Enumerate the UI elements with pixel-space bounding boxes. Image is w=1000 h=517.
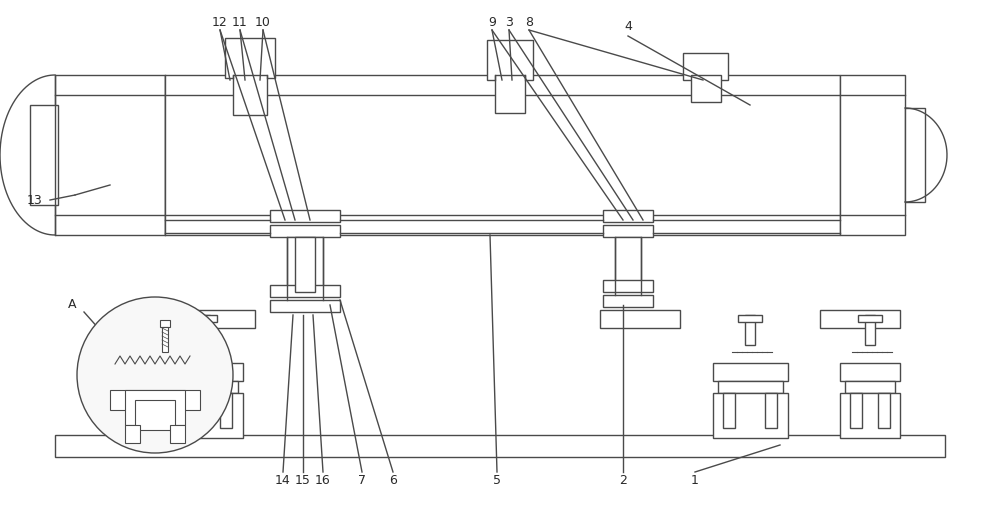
- Text: 4: 4: [624, 21, 632, 34]
- Bar: [287, 237, 323, 292]
- Bar: [845, 381, 895, 393]
- Bar: [487, 40, 533, 80]
- Bar: [178, 393, 190, 428]
- Bar: [683, 53, 728, 80]
- Bar: [200, 315, 210, 345]
- Circle shape: [77, 297, 233, 453]
- Bar: [173, 381, 238, 393]
- Bar: [168, 363, 243, 381]
- Bar: [713, 393, 788, 438]
- Bar: [225, 38, 275, 78]
- Bar: [270, 210, 340, 222]
- Bar: [603, 210, 653, 222]
- Text: 16: 16: [315, 474, 331, 486]
- Text: 7: 7: [358, 474, 366, 486]
- Bar: [718, 381, 783, 393]
- Bar: [840, 75, 905, 235]
- Bar: [270, 225, 340, 237]
- Bar: [165, 310, 255, 328]
- Bar: [193, 315, 217, 322]
- Text: 1: 1: [691, 474, 699, 486]
- Bar: [858, 315, 882, 322]
- Text: 10: 10: [255, 16, 271, 28]
- Bar: [110, 390, 200, 410]
- Bar: [850, 393, 862, 428]
- Bar: [738, 315, 762, 322]
- Bar: [125, 425, 140, 443]
- Bar: [270, 300, 340, 312]
- Bar: [615, 237, 641, 287]
- Bar: [295, 237, 315, 292]
- Bar: [160, 320, 170, 327]
- Text: 11: 11: [232, 16, 248, 28]
- Bar: [168, 393, 243, 438]
- Bar: [495, 75, 525, 113]
- Bar: [603, 295, 653, 307]
- Bar: [270, 285, 340, 297]
- Bar: [125, 390, 185, 425]
- Text: 2: 2: [619, 474, 627, 486]
- Text: 5: 5: [493, 474, 501, 486]
- Bar: [723, 393, 735, 428]
- Text: 3: 3: [505, 16, 513, 28]
- Text: 9: 9: [488, 16, 496, 28]
- Bar: [603, 280, 653, 292]
- Bar: [170, 425, 185, 443]
- Bar: [600, 310, 680, 328]
- Bar: [55, 75, 165, 235]
- Bar: [55, 435, 945, 457]
- Text: 8: 8: [525, 16, 533, 28]
- Bar: [220, 393, 232, 428]
- Bar: [165, 75, 840, 235]
- Bar: [30, 105, 58, 205]
- Text: 6: 6: [389, 474, 397, 486]
- Text: A: A: [68, 298, 76, 312]
- Bar: [905, 108, 925, 202]
- Bar: [820, 310, 900, 328]
- Bar: [713, 363, 788, 381]
- Text: 12: 12: [212, 16, 228, 28]
- Bar: [840, 363, 900, 381]
- Bar: [765, 393, 777, 428]
- Bar: [840, 393, 900, 438]
- Bar: [865, 315, 875, 345]
- Bar: [233, 75, 267, 115]
- Bar: [691, 75, 721, 102]
- Text: 15: 15: [295, 474, 311, 486]
- Bar: [603, 225, 653, 237]
- Bar: [135, 400, 175, 430]
- Bar: [745, 315, 755, 345]
- Bar: [878, 393, 890, 428]
- Text: 14: 14: [275, 474, 291, 486]
- Text: 13: 13: [27, 193, 43, 206]
- Bar: [162, 327, 168, 352]
